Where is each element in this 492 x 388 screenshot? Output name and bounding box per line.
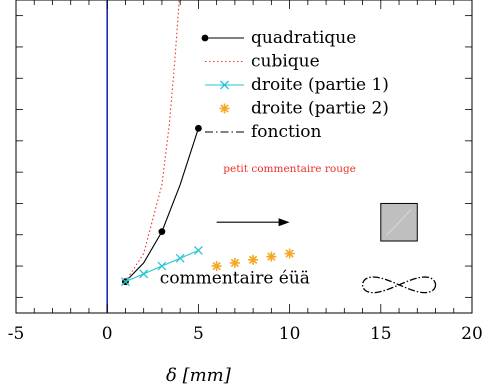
asterisk-stroke	[267, 252, 276, 261]
data-point	[157, 261, 167, 271]
legend-entry: cubique	[205, 52, 320, 72]
gray-square-shine	[386, 209, 412, 236]
asterisk-stroke	[220, 104, 229, 113]
asterisk-stroke	[212, 261, 221, 271]
legend-entry: quadratique	[201, 28, 356, 48]
infinity-curve	[361, 276, 437, 294]
data-point	[266, 251, 277, 262]
x-axis-label: δ [mm]	[166, 365, 232, 386]
series-cubique	[124, 0, 180, 282]
data-point	[248, 254, 259, 265]
data-point	[201, 34, 209, 42]
series-group	[120, 0, 295, 287]
data-point	[158, 228, 166, 236]
cross-stroke	[120, 277, 130, 287]
x-tick-label: 5	[193, 324, 204, 344]
data-point	[219, 103, 230, 114]
cross-stroke	[139, 269, 149, 279]
series-line	[124, 0, 180, 282]
red-comment-annotation: petit commentaire rouge	[223, 163, 356, 175]
data-point	[175, 253, 185, 263]
legend-entry: droite (partie 2)	[219, 99, 389, 119]
legend-label: cubique	[251, 52, 320, 72]
x-tick-label: -5	[8, 324, 25, 344]
asterisk-stroke	[230, 258, 240, 268]
legend-entry: fonction	[205, 122, 322, 142]
data-point	[220, 80, 229, 90]
data-point	[211, 261, 222, 272]
data-point	[193, 245, 203, 255]
series-droite-partie-2	[211, 248, 295, 272]
legend-label: fonction	[251, 122, 322, 142]
legend-label: droite (partie 2)	[251, 99, 389, 119]
legend-label: droite (partie 1)	[251, 75, 389, 95]
x-tick-label: 10	[279, 324, 301, 344]
cross-stroke	[175, 253, 185, 263]
data-point	[139, 269, 149, 279]
series-quadratique	[122, 124, 202, 286]
data-point	[195, 124, 202, 132]
x-tick-label: 15	[370, 324, 392, 344]
asterisk-stroke	[248, 255, 258, 264]
x-tick-label: 20	[461, 324, 483, 344]
data-point	[284, 248, 295, 259]
asterisk-stroke	[285, 249, 294, 258]
legend-entry: droite (partie 1)	[205, 75, 389, 95]
cross-stroke	[157, 261, 167, 271]
data-point	[120, 277, 130, 287]
x-tick-label: 0	[102, 324, 113, 344]
data-point	[229, 257, 240, 268]
arrow-head	[278, 218, 290, 227]
series-droite-partie-1	[120, 245, 203, 287]
plot-frame	[15, 0, 473, 314]
cross-stroke	[193, 245, 203, 255]
cross-stroke	[220, 80, 229, 90]
comment-annotation: commentaire éüä	[160, 268, 310, 288]
series-line	[125, 128, 199, 283]
legend-label: quadratique	[251, 28, 356, 48]
